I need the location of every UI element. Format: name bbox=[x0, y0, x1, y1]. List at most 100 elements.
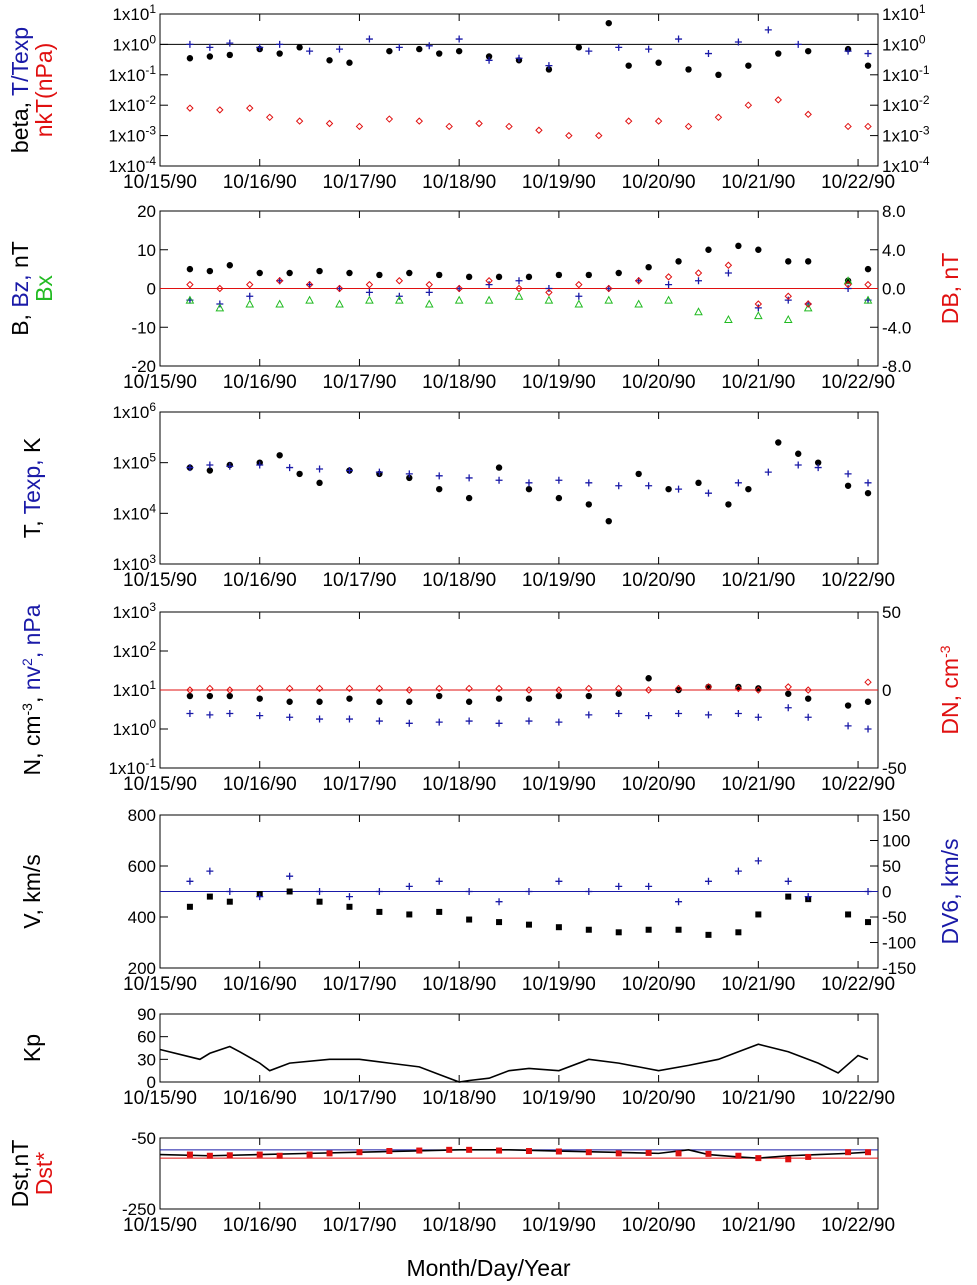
point-t-texp bbox=[764, 26, 772, 34]
point-db bbox=[724, 261, 733, 269]
point-dn bbox=[784, 683, 792, 691]
point-nv-2 bbox=[435, 718, 443, 726]
point-b bbox=[675, 258, 682, 265]
point-t bbox=[605, 517, 612, 525]
point-dst- bbox=[206, 1152, 213, 1159]
point-n bbox=[465, 698, 473, 705]
point-v bbox=[406, 911, 413, 918]
point-dst- bbox=[306, 1151, 313, 1158]
point-v bbox=[206, 893, 213, 900]
point-nkt-npa- bbox=[186, 104, 194, 112]
right-tick-label: 0.0 bbox=[882, 280, 906, 299]
x-tick-label: 10/18/90 bbox=[422, 1088, 496, 1109]
point-n bbox=[675, 686, 682, 694]
point-n bbox=[864, 698, 872, 705]
point-dv6 bbox=[206, 867, 214, 875]
panel-frame-kp bbox=[159, 1013, 879, 1083]
point-dst- bbox=[525, 1148, 532, 1155]
point-v bbox=[865, 919, 872, 926]
point-b bbox=[755, 246, 762, 253]
point-v bbox=[585, 926, 592, 933]
point-texp bbox=[375, 468, 383, 476]
point-beta bbox=[605, 19, 612, 27]
right-tick-label: -4.0 bbox=[882, 318, 911, 337]
point-n bbox=[286, 698, 293, 705]
point-beta bbox=[276, 50, 283, 57]
point-t-texp bbox=[734, 38, 742, 46]
point-t-texp bbox=[844, 47, 852, 55]
point-n bbox=[376, 698, 383, 705]
point-bz bbox=[575, 292, 583, 300]
point-nv-2 bbox=[645, 712, 653, 720]
point-t bbox=[555, 494, 563, 502]
point-texp bbox=[186, 464, 194, 472]
x-tick-label: 10/17/90 bbox=[322, 1215, 396, 1236]
x-tick-label: 10/19/90 bbox=[522, 1215, 596, 1236]
point-b bbox=[555, 271, 563, 279]
left-tick-label: -10 bbox=[131, 318, 156, 337]
y-axis-label2-dst: Dst* bbox=[31, 1152, 57, 1196]
point-n bbox=[585, 692, 593, 700]
point-texp bbox=[814, 464, 822, 472]
point-dv6 bbox=[435, 877, 443, 885]
point-bx bbox=[843, 276, 853, 285]
x-tick-label: 10/16/90 bbox=[223, 974, 297, 995]
point-dst- bbox=[386, 1148, 393, 1155]
point-dst- bbox=[755, 1155, 762, 1162]
left-tick-label: 1x101 bbox=[112, 678, 156, 700]
point-texp bbox=[555, 476, 563, 484]
left-tick-label: -20 bbox=[131, 357, 156, 376]
point-bx bbox=[574, 299, 584, 308]
point-n bbox=[316, 698, 323, 705]
left-tick-label: 1x10-1 bbox=[108, 756, 156, 778]
x-tick-label: 10/16/90 bbox=[223, 1215, 297, 1236]
point-dst- bbox=[555, 1148, 562, 1155]
point-nkt-npa- bbox=[844, 122, 852, 131]
point-db bbox=[186, 280, 194, 289]
point-b bbox=[286, 269, 293, 277]
panel-frame-temp bbox=[159, 411, 879, 565]
point-beta bbox=[545, 66, 553, 73]
left-tick-label: 600 bbox=[128, 857, 156, 876]
point-bz bbox=[665, 281, 673, 289]
x-tick-label: 10/16/90 bbox=[223, 372, 297, 393]
point-beta bbox=[715, 71, 722, 79]
x-tick-label: 10/20/90 bbox=[622, 570, 696, 591]
point-nv-2 bbox=[804, 713, 812, 721]
point-nkt-npa- bbox=[415, 117, 423, 125]
x-tick-label: 10/20/90 bbox=[622, 974, 696, 995]
point-texp bbox=[256, 461, 264, 469]
point-dst- bbox=[585, 1149, 592, 1156]
point-nkt-npa- bbox=[295, 117, 304, 125]
point-texp bbox=[286, 464, 294, 472]
point-n bbox=[256, 695, 263, 702]
point-db bbox=[804, 300, 812, 308]
x-tick-label: 10/22/90 bbox=[821, 570, 895, 591]
right-tick-label: 1x101 bbox=[882, 2, 926, 24]
point-dv6 bbox=[375, 888, 383, 895]
point-bz bbox=[784, 296, 792, 304]
point-dst- bbox=[785, 1156, 792, 1163]
point-dv6 bbox=[734, 867, 742, 875]
point-b bbox=[705, 246, 712, 253]
point-nkt-npa- bbox=[246, 104, 254, 112]
point-dv6 bbox=[645, 882, 653, 890]
point-beta bbox=[575, 44, 583, 51]
point-dst- bbox=[446, 1146, 453, 1153]
y-axis-label-temp: T, Texp, K bbox=[19, 437, 45, 538]
left-tick-label: 1x104 bbox=[112, 501, 156, 523]
point-v bbox=[466, 916, 473, 923]
point-dn bbox=[405, 686, 414, 694]
x-tick-label: 10/22/90 bbox=[821, 372, 895, 393]
point-dn bbox=[615, 684, 623, 693]
point-dn bbox=[864, 678, 872, 686]
point-n bbox=[735, 683, 742, 691]
point-v bbox=[186, 903, 193, 910]
point-texp bbox=[794, 461, 802, 469]
point-nv-2 bbox=[465, 717, 473, 725]
point-dn bbox=[674, 684, 683, 693]
right-tick-label: -150 bbox=[882, 959, 916, 978]
point-bx bbox=[394, 295, 404, 304]
point-t bbox=[635, 470, 642, 478]
